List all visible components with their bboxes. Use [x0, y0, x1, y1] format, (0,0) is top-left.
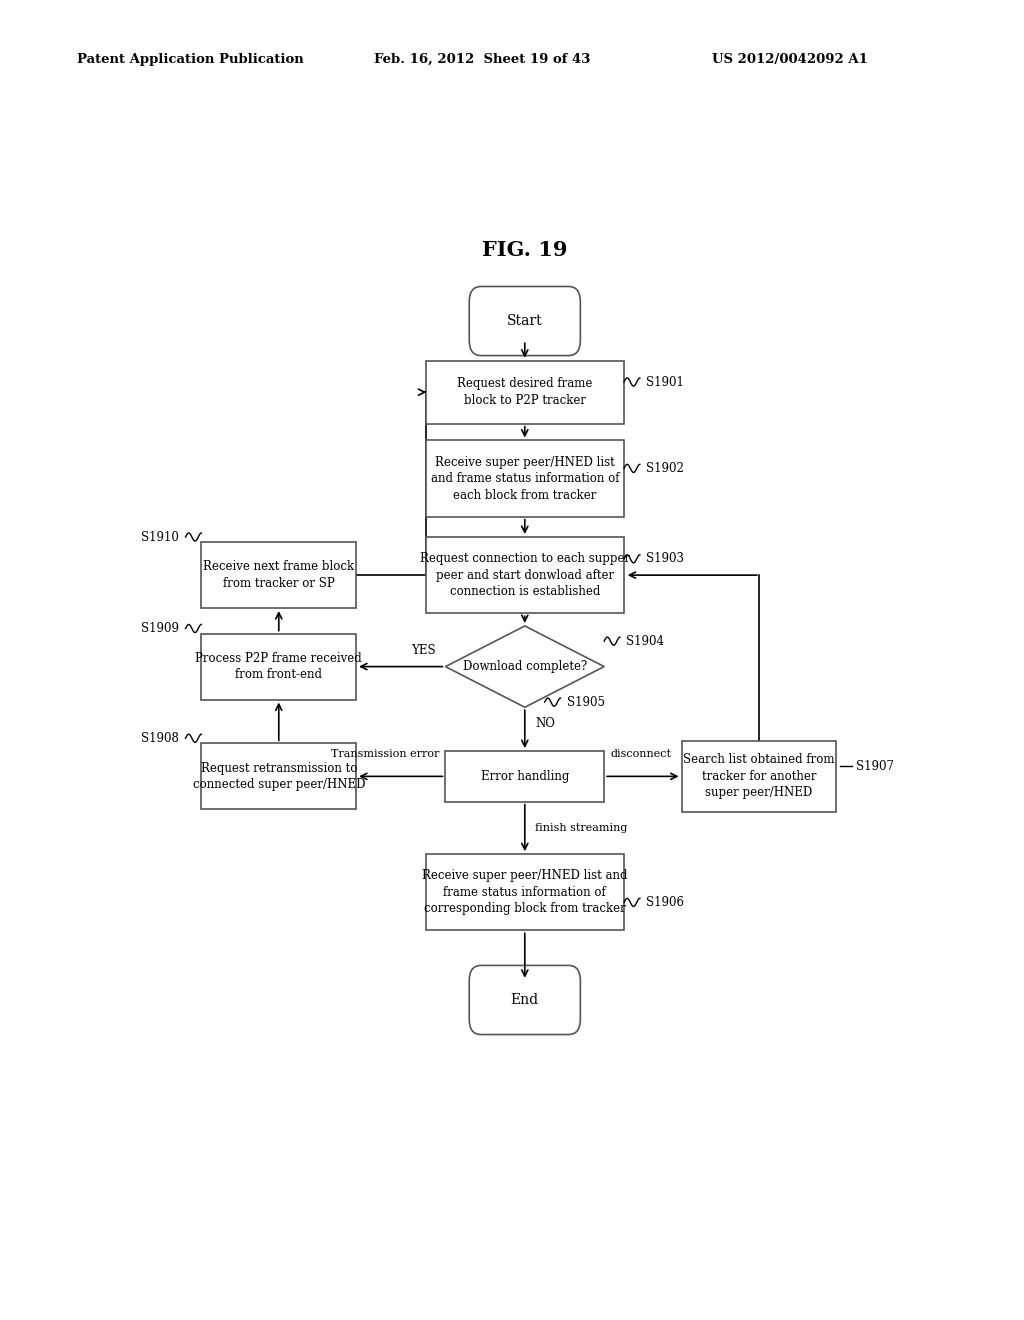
Bar: [682, 741, 837, 812]
Text: S1906: S1906: [646, 896, 684, 909]
Text: FIG. 19: FIG. 19: [482, 240, 567, 260]
Text: Receive super peer/HNED list
and frame status information of
each block from tra: Receive super peer/HNED list and frame s…: [430, 455, 620, 502]
Bar: [445, 751, 604, 801]
Text: End: End: [511, 993, 539, 1007]
Text: Transmission error: Transmission error: [331, 748, 439, 759]
Bar: [202, 743, 356, 809]
Text: Feb. 16, 2012  Sheet 19 of 43: Feb. 16, 2012 Sheet 19 of 43: [374, 53, 590, 66]
Text: S1901: S1901: [646, 375, 684, 388]
Bar: [426, 360, 624, 424]
Text: Receive next frame block
from tracker or SP: Receive next frame block from tracker or…: [203, 561, 354, 590]
Text: Receive super peer/HNED list and
frame status information of
corresponding block: Receive super peer/HNED list and frame s…: [422, 870, 628, 915]
Text: S1908: S1908: [141, 731, 179, 744]
Text: Request desired frame
block to P2P tracker: Request desired frame block to P2P track…: [457, 378, 593, 407]
Text: Patent Application Publication: Patent Application Publication: [77, 53, 303, 66]
Text: S1910: S1910: [141, 531, 179, 544]
Text: US 2012/0042092 A1: US 2012/0042092 A1: [712, 53, 867, 66]
Text: S1903: S1903: [646, 552, 684, 565]
Text: S1904: S1904: [627, 635, 665, 648]
Text: YES: YES: [412, 644, 436, 657]
Bar: [426, 854, 624, 931]
Text: Request retransmission to
connected super peer/HNED: Request retransmission to connected supe…: [193, 762, 365, 791]
FancyBboxPatch shape: [469, 965, 581, 1035]
Text: S1907: S1907: [856, 760, 894, 772]
Text: Request connection to each supper
peer and start donwload after
connection is es: Request connection to each supper peer a…: [420, 552, 630, 598]
Text: S1909: S1909: [141, 622, 179, 635]
Text: finish streaming: finish streaming: [536, 822, 628, 833]
Bar: [202, 543, 356, 609]
Text: NO: NO: [536, 717, 555, 730]
FancyBboxPatch shape: [469, 286, 581, 355]
Text: Process P2P frame received
from front-end: Process P2P frame received from front-en…: [196, 652, 362, 681]
Text: disconnect: disconnect: [610, 748, 672, 759]
Bar: [426, 441, 624, 516]
Text: S1902: S1902: [646, 462, 684, 475]
Text: S1905: S1905: [567, 696, 605, 709]
Text: Download complete?: Download complete?: [463, 660, 587, 673]
Text: Start: Start: [507, 314, 543, 329]
Bar: [202, 634, 356, 700]
Bar: [426, 537, 624, 614]
Text: Search list obtained from
tracker for another
super peer/HNED: Search list obtained from tracker for an…: [683, 754, 835, 800]
Text: Error handling: Error handling: [480, 770, 569, 783]
Polygon shape: [445, 626, 604, 708]
